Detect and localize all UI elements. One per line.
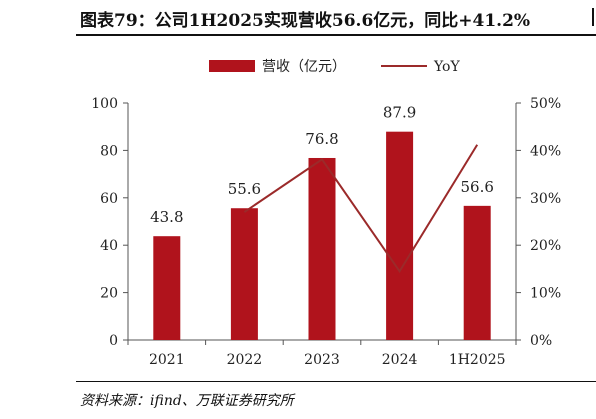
- revenue-bar: [230, 208, 258, 340]
- left-axis-tick-label: 0: [109, 333, 118, 349]
- legend-label-revenue: 营收（亿元）: [262, 59, 346, 75]
- revenue-bar-label: 43.8: [150, 208, 183, 226]
- yoy-line: [243, 144, 479, 274]
- revenue-bar: [386, 131, 414, 340]
- revenue-bar: [153, 236, 181, 340]
- title-bar: 图表79：公司1H2025实现营收56.6亿元，同比+41.2%: [0, 0, 596, 36]
- source-rule: [76, 381, 596, 382]
- revenue-bar-label: 55.6: [228, 180, 261, 198]
- left-axis-tick-label: 20: [100, 286, 118, 302]
- right-axis-tick-label: 20%: [530, 238, 561, 254]
- title-rule: [76, 34, 596, 36]
- revenue-bar: [308, 157, 336, 340]
- legend-swatch-revenue: [209, 60, 255, 72]
- x-axis-tick-label: 2024: [382, 352, 418, 368]
- right-axis-tick-label: 30%: [530, 191, 561, 207]
- right-axis-tick-label: 10%: [530, 286, 561, 302]
- right-axis-tick-label: 50%: [530, 96, 561, 112]
- left-axis-tick-label: 60: [100, 191, 118, 207]
- right-axis-tick-label: 0%: [530, 333, 552, 349]
- title-edge-mark: [592, 8, 594, 26]
- left-axis-tick-label: 80: [100, 143, 118, 159]
- left-axis-tick-label: 100: [91, 96, 118, 112]
- x-axis-tick-label: 2023: [304, 352, 340, 368]
- legend-label-yoy: YoY: [433, 59, 460, 75]
- left-axis-tick-label: 40: [100, 238, 118, 254]
- x-axis-tick-label: 2022: [227, 352, 263, 368]
- x-axis-tick-label: 1H2025: [449, 352, 506, 368]
- revenue-bar-label: 76.8: [305, 130, 338, 148]
- chart-title: 图表79：公司1H2025实现营收56.6亿元，同比+41.2%: [80, 11, 531, 31]
- right-axis-tick-label: 40%: [530, 143, 561, 159]
- x-axis-tick-label: 2021: [149, 352, 185, 368]
- revenue-bar-label: 56.6: [460, 178, 493, 196]
- revenue-bar: [463, 205, 491, 340]
- revenue-bar-label: 87.9: [383, 104, 416, 122]
- source-note: 资料来源：ifind、万联证券研究所: [80, 393, 294, 409]
